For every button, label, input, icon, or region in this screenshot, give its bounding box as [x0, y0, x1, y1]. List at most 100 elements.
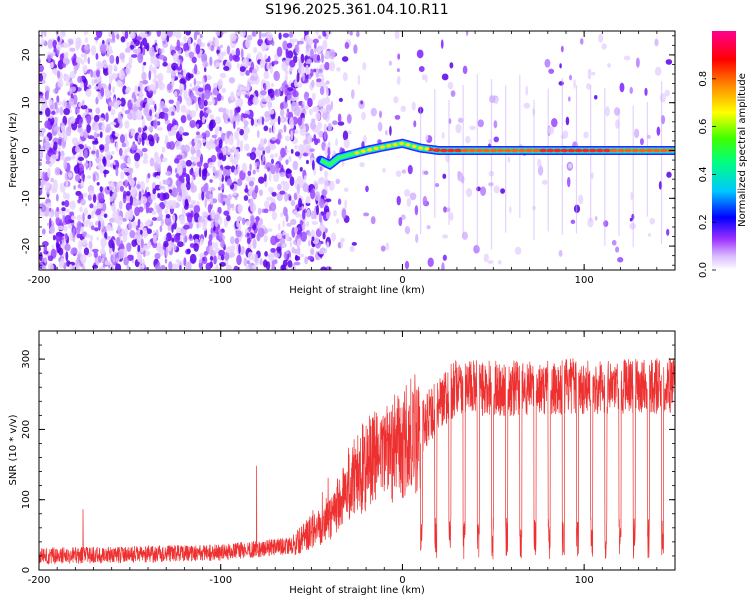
spectrogram-speckle: [139, 138, 143, 143]
spectrogram-speckle: [243, 120, 249, 127]
spectrogram-speckle: [168, 261, 173, 270]
spectrogram-speckle: [50, 154, 58, 161]
spectrogram-speckle: [285, 159, 289, 165]
spectrogram-speckle: [243, 257, 248, 267]
spectrogram-speckle: [299, 219, 304, 226]
spectrogram-speckle: [226, 178, 233, 186]
spectrogram-speckle: [171, 126, 175, 134]
spectrogram-speckle: [273, 171, 280, 183]
spectrogram-speckle: [307, 97, 313, 108]
spectrogram-speckle: [214, 266, 221, 270]
spectrogram-speckle: [189, 233, 193, 239]
spectrogram-speckle: [283, 124, 287, 133]
spectrogram-speckle: [106, 44, 112, 54]
tone-track-peak: [560, 148, 569, 153]
spectrogram-speckle: [281, 82, 286, 92]
spectrogram-speckle: [350, 89, 355, 100]
tone-track-peak: [373, 146, 379, 151]
spectrogram-speckle: [73, 65, 78, 75]
spectrogram-speckle: [92, 248, 99, 253]
spectrogram-speckle: [205, 74, 212, 81]
y-tick-label: -10: [21, 190, 32, 206]
spectrogram-speckle: [45, 160, 51, 165]
spectrogram-speckle: [288, 155, 292, 163]
spectrogram-speckle: [260, 146, 265, 152]
spectrogram-speckle: [154, 252, 161, 260]
spectrogram-speckle: [146, 241, 152, 249]
spectrogram-speckle: [228, 135, 234, 146]
spectrogram-speckle: [252, 96, 259, 106]
spectrogram-speckle: [578, 194, 584, 205]
spectrogram-speckle: [174, 90, 178, 98]
spectrogram-speckle: [271, 136, 277, 141]
spectrogram-speckle: [537, 165, 544, 176]
spectrogram-speckle: [263, 125, 269, 132]
spectrogram-speckle: [272, 60, 279, 65]
spectrogram-speckle: [316, 78, 322, 83]
spectrogram-speckle: [55, 193, 59, 202]
spectrogram-speckle: [43, 31, 47, 38]
spectrogram-speckle: [88, 190, 95, 196]
spectrogram-speckle: [159, 101, 165, 110]
spectrogram-speckle: [160, 218, 164, 227]
spectrogram-speckle: [193, 42, 196, 47]
spectrogram-speckle: [234, 130, 239, 140]
spectrogram-speckle: [335, 138, 338, 147]
spectrogram-speckle: [126, 264, 130, 270]
spectrogram-speckle: [309, 188, 316, 200]
spectrogram-speckle: [105, 89, 110, 100]
spectrogram-speckle: [665, 59, 673, 65]
spectrogram-speckle: [247, 251, 254, 261]
snr-y-ticks: 0 100 200 300: [21, 330, 675, 573]
spectrogram-speckle: [191, 87, 198, 92]
spectrogram-speckle: [54, 179, 57, 184]
spectrogram-speckle: [164, 134, 169, 145]
spectrogram-speckle: [221, 95, 224, 101]
spectrogram-speckle: [282, 230, 287, 237]
tone-track-peak: [468, 148, 477, 153]
spectrogram-speckle: [100, 87, 105, 97]
spectrogram-speckle: [290, 199, 296, 207]
spectrogram-speckle: [210, 197, 213, 206]
spectrogram-speckle: [107, 65, 113, 75]
tone-track-peak: [503, 148, 512, 153]
spectrogram-speckle: [329, 61, 336, 72]
spectrogram-speckle: [178, 126, 184, 135]
spectrogram-speckle: [134, 231, 141, 236]
spectrogram-speckle: [157, 72, 164, 82]
spectrogram-speckle: [342, 72, 348, 82]
spectrogram-speckle: [209, 114, 215, 120]
spectrogram-speckle: [279, 190, 286, 195]
spectrogram-speckle: [165, 236, 171, 242]
spectrogram-speckle: [125, 47, 132, 53]
spectrogram-speckle: [181, 172, 189, 177]
tone-track-peak: [496, 148, 505, 153]
spectrogram-speckle: [91, 225, 95, 231]
spectrogram-speckle: [324, 170, 328, 179]
spectrogram-speckle: [82, 212, 85, 223]
spectrogram-speckle: [53, 116, 57, 126]
spectrogram-speckle: [205, 262, 212, 270]
spectrogram-speckle: [172, 214, 176, 224]
spectrogram-speckle: [154, 184, 161, 191]
spectrogram-speckle: [649, 217, 656, 225]
spectrogram-speckle: [134, 85, 138, 96]
spectrogram-speckle: [89, 203, 94, 209]
spectrogram-speckle: [94, 36, 99, 41]
spectrogram-speckle: [142, 101, 146, 108]
spectrogram-speckle: [249, 75, 256, 81]
spectrogram-speckle: [303, 105, 309, 110]
spectrogram-speckle: [149, 83, 156, 91]
spectrogram-speckle: [137, 127, 142, 133]
spectrogram-speckle: [201, 171, 207, 181]
spectrogram-speckle: [222, 146, 227, 155]
spectrogram-speckle: [258, 189, 263, 196]
spectrogram-speckle: [361, 111, 366, 121]
spectrogram-speckle: [252, 169, 256, 175]
spectrogram-speckle: [158, 213, 164, 219]
spectrogram-speckle: [229, 154, 234, 163]
spectrogram-speckle: [457, 117, 464, 123]
tone-track-peak: [539, 148, 548, 153]
spectrogram-speckle: [235, 230, 242, 238]
